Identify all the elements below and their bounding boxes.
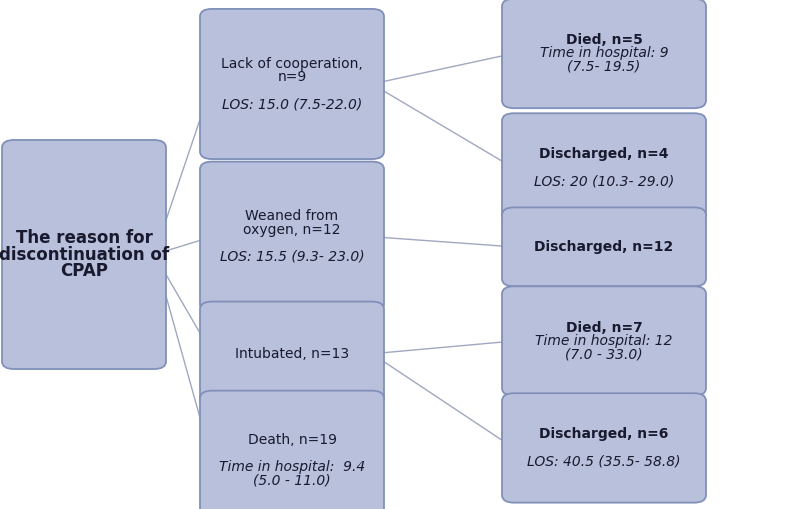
Text: LOS: 40.5 (35.5- 58.8): LOS: 40.5 (35.5- 58.8) [527, 455, 681, 468]
Text: LOS: 15.5 (9.3- 23.0): LOS: 15.5 (9.3- 23.0) [220, 250, 364, 264]
Text: The reason for: The reason for [15, 229, 153, 247]
FancyBboxPatch shape [200, 9, 384, 159]
FancyBboxPatch shape [502, 208, 706, 286]
Text: Weaned from: Weaned from [246, 209, 338, 223]
Text: CPAP: CPAP [60, 262, 108, 280]
FancyBboxPatch shape [502, 114, 706, 223]
Text: Discharged, n=6: Discharged, n=6 [539, 428, 669, 441]
Text: Time in hospital:  9.4: Time in hospital: 9.4 [219, 461, 365, 474]
Text: LOS: 20 (10.3- 29.0): LOS: 20 (10.3- 29.0) [534, 175, 674, 188]
Text: n=9: n=9 [278, 70, 306, 84]
FancyBboxPatch shape [502, 393, 706, 503]
FancyBboxPatch shape [2, 140, 166, 369]
FancyBboxPatch shape [502, 286, 706, 396]
Text: Intubated, n=13: Intubated, n=13 [235, 347, 349, 361]
Text: Died, n=7: Died, n=7 [566, 321, 642, 334]
Text: Discharged, n=4: Discharged, n=4 [539, 148, 669, 161]
FancyBboxPatch shape [502, 0, 706, 108]
Text: LOS: 15.0 (7.5-22.0): LOS: 15.0 (7.5-22.0) [222, 97, 362, 111]
Text: Lack of cooperation,: Lack of cooperation, [221, 56, 363, 71]
Text: oxygen, n=12: oxygen, n=12 [243, 223, 341, 237]
Text: (7.0 - 33.0): (7.0 - 33.0) [565, 348, 643, 361]
Text: Death, n=19: Death, n=19 [247, 433, 337, 447]
Text: (5.0 - 11.0): (5.0 - 11.0) [253, 474, 331, 488]
FancyBboxPatch shape [200, 301, 384, 406]
Text: Discharged, n=12: Discharged, n=12 [534, 240, 674, 254]
Text: (7.5- 19.5): (7.5- 19.5) [567, 60, 641, 74]
Text: Died, n=5: Died, n=5 [566, 33, 642, 47]
FancyBboxPatch shape [200, 162, 384, 312]
Text: discontinuation of: discontinuation of [0, 245, 169, 264]
Text: Time in hospital: 12: Time in hospital: 12 [535, 334, 673, 348]
Text: Time in hospital: 9: Time in hospital: 9 [540, 46, 668, 61]
FancyBboxPatch shape [200, 391, 384, 509]
